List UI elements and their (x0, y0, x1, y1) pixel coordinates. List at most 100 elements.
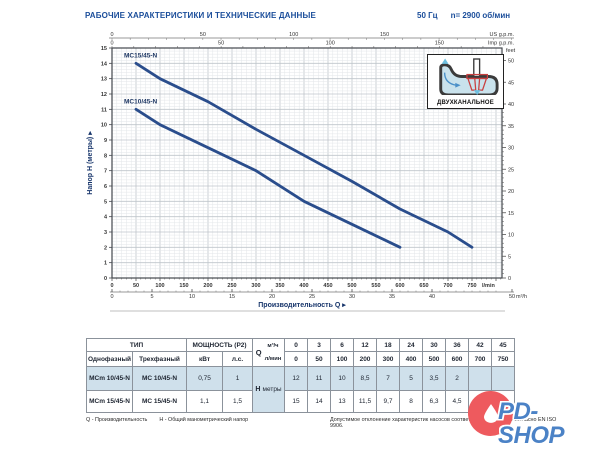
impeller-inset: ДВУХКАНАЛЬНОЕ (427, 54, 504, 109)
h-value (468, 366, 493, 391)
impeller-type-label: ДВУХКАНАЛЬНОЕ (437, 100, 494, 106)
h-value: 12 (284, 366, 309, 391)
svg-text:m³/h: m³/h (516, 294, 527, 300)
frequency-label: 50 Гц (417, 11, 438, 20)
q-m3h-value: 0 (284, 338, 309, 352)
power-hp: 1,5 (222, 390, 254, 413)
power-kw: 1,1 (186, 390, 224, 413)
model-three: MC 10/45-N (132, 366, 188, 391)
svg-text:feet: feet (506, 48, 516, 54)
legend-footnote: Q - Производительность Н - Общий маномет… (86, 417, 248, 423)
svg-text:35: 35 (508, 124, 514, 130)
power-hp: 1 (222, 366, 254, 391)
svg-text:250: 250 (227, 283, 236, 289)
svg-text:20: 20 (269, 294, 275, 300)
water-drop-icon (483, 404, 498, 423)
h-value: 2 (445, 366, 470, 391)
svg-text:150: 150 (435, 41, 444, 47)
two-channel-impeller-icon (438, 58, 499, 95)
q-m3h-value: 3 (307, 338, 332, 352)
specs-table: ТИП МОЩНОСТЬ (P2) Q м³/ч л/мин 0 3 6 12 … (85, 338, 516, 413)
q-m3h-value: 18 (376, 338, 401, 352)
svg-text:MC10/45-N: MC10/45-N (124, 98, 158, 105)
svg-text:30: 30 (349, 294, 355, 300)
svg-text:25: 25 (508, 167, 514, 173)
svg-text:300: 300 (251, 283, 260, 289)
table-header-row-sub: Однофазный Трехфазный кВт л.с. 0 50 100 … (85, 351, 516, 367)
single-phase-header: Однофазный (85, 351, 134, 367)
h-value: 10 (330, 366, 355, 391)
q-lmin-value: 200 (353, 351, 378, 367)
svg-text:100: 100 (155, 283, 164, 289)
svg-text:650: 650 (419, 283, 428, 289)
svg-text:4: 4 (104, 215, 108, 221)
svg-text:11: 11 (101, 107, 107, 113)
q-m3h-value: 12 (353, 338, 378, 352)
h-value: 13 (330, 390, 355, 413)
svg-text:9: 9 (104, 138, 107, 144)
svg-text:35: 35 (389, 294, 395, 300)
q-lmin-value: 50 (307, 351, 332, 367)
svg-text:0: 0 (110, 41, 113, 47)
h-unit: метры (262, 386, 282, 393)
svg-text:600: 600 (395, 283, 404, 289)
speed-label: n= 2900 об/мин (450, 11, 511, 20)
q-m3h-value: 42 (468, 338, 493, 352)
svg-text:25: 25 (309, 294, 315, 300)
q-lmin-value: 0 (284, 351, 309, 367)
q-lmin-value: 400 (399, 351, 424, 367)
svg-text:20: 20 (508, 189, 514, 195)
h-value: 15 (284, 390, 309, 413)
q-m3h-value: 30 (422, 338, 447, 352)
svg-text:450: 450 (323, 283, 332, 289)
svg-text:0: 0 (110, 283, 113, 289)
watermark-text: PD-SHOP (498, 398, 565, 449)
svg-text:50: 50 (200, 32, 206, 38)
watermark-circle (468, 391, 513, 436)
tolerance-footnote: Допустимое отклонение характеристик насо… (330, 417, 557, 429)
h-value: 5 (399, 366, 424, 391)
h-value: 6,3 (422, 390, 447, 413)
svg-text:15: 15 (508, 211, 514, 217)
svg-text:Напор H (метры) ▸: Напор H (метры) ▸ (87, 131, 94, 195)
svg-text:US g.p.m.: US g.p.m. (490, 32, 515, 38)
svg-text:10: 10 (189, 294, 195, 300)
svg-text:0: 0 (110, 32, 113, 38)
svg-text:15: 15 (229, 294, 235, 300)
three-phase-header: Трехфазный (132, 351, 188, 367)
pump-curve-chart: 0123456789101112131415051015202530354045… (87, 32, 527, 312)
h-value: 11,5 (353, 390, 378, 413)
svg-text:150: 150 (380, 32, 389, 38)
svg-text:50: 50 (509, 294, 515, 300)
q-unit-m3h: м³/ч (267, 342, 279, 349)
svg-text:50: 50 (508, 59, 514, 65)
svg-text:1: 1 (104, 261, 107, 267)
svg-text:200: 200 (203, 283, 212, 289)
q-lmin-value: 750 (491, 351, 516, 367)
q-label: Q (255, 348, 262, 357)
svg-text:350: 350 (275, 283, 284, 289)
model-single: MCm 15/45-N (85, 390, 134, 413)
svg-text:40: 40 (508, 102, 514, 108)
svg-text:0: 0 (104, 276, 107, 282)
svg-text:12: 12 (101, 92, 107, 98)
h-value: 7 (376, 366, 401, 391)
q-m3h-value: 24 (399, 338, 424, 352)
model-single: MCm 10/45-N (85, 366, 134, 391)
table-row-mc15: MCm 15/45-N MC 15/45-N 1,1 1,5 15 14 13 … (85, 390, 516, 413)
svg-text:500: 500 (347, 283, 356, 289)
svg-text:150: 150 (179, 283, 188, 289)
svg-text:550: 550 (371, 283, 380, 289)
q-lmin-value: 500 (422, 351, 447, 367)
power-kw: 0,75 (186, 366, 224, 391)
table-header-row-groups: ТИП МОЩНОСТЬ (P2) Q м³/ч л/мин 0 3 6 12 … (85, 338, 516, 367)
svg-text:15: 15 (101, 46, 107, 52)
svg-text:Imp g.p.m.: Imp g.p.m. (488, 41, 514, 47)
svg-text:13: 13 (101, 77, 107, 83)
svg-text:2: 2 (104, 245, 107, 251)
svg-text:0: 0 (110, 294, 113, 300)
q-m3h-value: 45 (491, 338, 516, 352)
q-header: Q м³/ч л/мин (252, 338, 286, 367)
svg-text:30: 30 (508, 146, 514, 152)
